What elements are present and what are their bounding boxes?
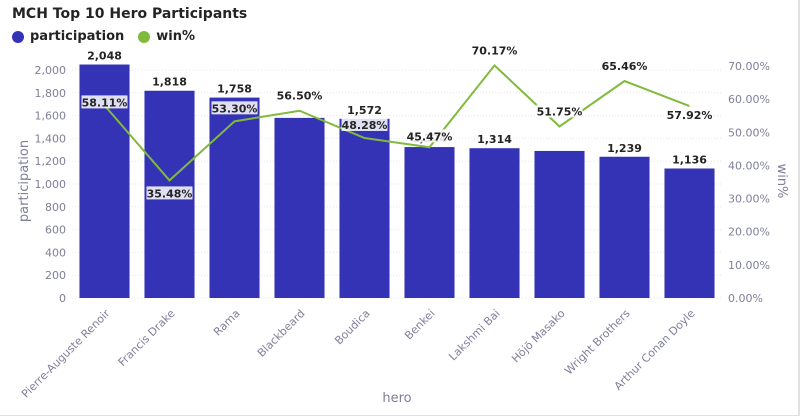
y-tick-label: 2,000 bbox=[35, 64, 67, 77]
bar bbox=[404, 147, 455, 298]
bar bbox=[664, 168, 715, 298]
bar-data-label: 1,136 bbox=[672, 153, 707, 166]
line-data-label: 65.46% bbox=[602, 60, 648, 73]
line-label-bg bbox=[406, 129, 453, 143]
x-tick-label: Lakshmi Bai bbox=[446, 307, 502, 363]
bar-data-label: 1,314 bbox=[477, 133, 512, 146]
line-data-label: 58.11% bbox=[82, 96, 128, 109]
y2-tick-label: 0.00% bbox=[728, 292, 763, 305]
y-tick-label: 1,200 bbox=[35, 155, 67, 168]
bar bbox=[534, 150, 585, 298]
legend-item-participation[interactable]: participation bbox=[12, 29, 124, 44]
y2-tick-label: 40.00% bbox=[728, 159, 770, 172]
line-data-label: 45.47% bbox=[407, 130, 453, 143]
bar-data-label: 1,818 bbox=[152, 76, 187, 89]
y-tick-label: 200 bbox=[45, 269, 66, 282]
y-tick-label: 800 bbox=[45, 201, 66, 214]
y2-tick-label: 60.00% bbox=[728, 93, 770, 106]
x-tick-label: Pierre-Auguste Renoir bbox=[19, 307, 113, 401]
y-tick-label: 1,000 bbox=[35, 178, 67, 191]
y-tick-label: 1,400 bbox=[35, 132, 67, 145]
bar-data-label: 2,048 bbox=[87, 50, 122, 63]
bar bbox=[339, 118, 390, 299]
x-axis: Pierre-Auguste Renoir Francis Drake Rama Bl… bbox=[19, 307, 698, 401]
line-label-bg bbox=[341, 117, 388, 131]
x-tick-label: Wright Brothers bbox=[562, 307, 633, 378]
line-data-label: 48.28% bbox=[342, 119, 388, 132]
line-label-bg bbox=[471, 43, 518, 57]
bar-series bbox=[79, 64, 715, 299]
line-label-bg bbox=[146, 186, 193, 200]
line-label-bg bbox=[601, 59, 648, 73]
x-tick-label: Benkei bbox=[402, 307, 437, 342]
bar bbox=[469, 148, 520, 298]
y-tick-label: 400 bbox=[45, 246, 66, 259]
line-label-bg bbox=[536, 104, 583, 118]
bar-data-label: 1,572 bbox=[347, 104, 382, 117]
line-data-label: 70.17% bbox=[472, 44, 518, 57]
line-label-bg bbox=[276, 88, 323, 102]
y-tick-label: 0 bbox=[59, 292, 66, 305]
bar bbox=[274, 117, 325, 298]
y2-tick-label: 50.00% bbox=[728, 126, 770, 139]
y2-tick-label: 10.00% bbox=[728, 259, 770, 272]
line-data-label: 53.30% bbox=[212, 102, 258, 115]
x-tick-label: Rama bbox=[211, 307, 243, 339]
chart-title: MCH Top 10 Hero Participants bbox=[12, 6, 248, 22]
chart-legend: participation win% bbox=[12, 29, 209, 44]
legend-item-win[interactable]: win% bbox=[138, 29, 195, 44]
x-tick-label: Blackbeard bbox=[255, 307, 308, 360]
legend-label-win: win% bbox=[156, 29, 196, 44]
y-axis-title-left: participation bbox=[17, 140, 32, 222]
y-axis-title-right: win% bbox=[774, 164, 789, 199]
line-data-label: 51.75% bbox=[537, 105, 583, 118]
y2-tick-label: 70.00% bbox=[728, 60, 770, 73]
bar bbox=[599, 156, 650, 298]
legend-label-participation: participation bbox=[30, 29, 125, 44]
line-label-bg bbox=[211, 101, 258, 115]
legend-marker-win bbox=[138, 30, 151, 43]
win-line bbox=[103, 63, 690, 182]
line-data-label: 56.50% bbox=[277, 90, 323, 103]
bar-data-label: 1,758 bbox=[217, 83, 252, 96]
legend-marker-participation bbox=[12, 30, 24, 43]
y-tick-label: 1,600 bbox=[35, 110, 67, 123]
line-label-bg bbox=[666, 108, 713, 122]
x-tick-label: Boudica bbox=[332, 307, 372, 347]
line-series bbox=[103, 63, 690, 182]
x-tick-label: Francis Drake bbox=[116, 307, 178, 369]
y-tick-label: 1,800 bbox=[35, 87, 67, 100]
x-axis-title: hero bbox=[382, 391, 411, 406]
bar bbox=[209, 97, 260, 298]
line-data-label: 35.48% bbox=[147, 187, 193, 200]
line-data-label: 57.92% bbox=[667, 109, 713, 122]
y2-tick-label: 20.00% bbox=[728, 226, 770, 239]
y2-tick-label: 30.00% bbox=[728, 193, 770, 206]
y-axis-left: 0 200 400 600 800 1,000 1,200 1,400 1,600 1,800 2,… bbox=[35, 64, 67, 305]
x-tick-label: Hōjō Masako bbox=[509, 307, 568, 366]
line-label-bg bbox=[81, 95, 128, 109]
y-tick-label: 600 bbox=[45, 224, 66, 237]
bar-data-label: 1,239 bbox=[607, 142, 642, 155]
line-data-labels: 58.11% 35.48% 53.30% 56.50% 48.28% 45.47% 70.1… bbox=[81, 43, 713, 200]
y-axis-right: 0.00% 10.00% 20.00% 30.00% 40.00% 50.00% 60.00… bbox=[728, 60, 770, 305]
